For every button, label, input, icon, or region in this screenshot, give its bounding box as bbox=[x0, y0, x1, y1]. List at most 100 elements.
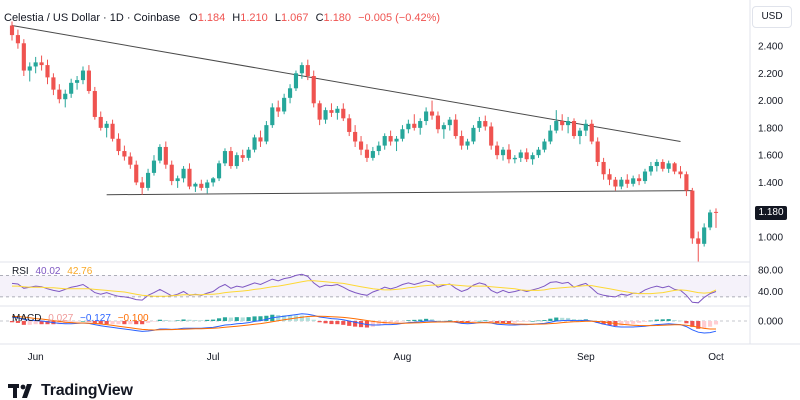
candle-body bbox=[234, 155, 239, 167]
candle bbox=[672, 161, 677, 175]
macd-histogram-bar bbox=[495, 321, 500, 323]
macd-legend[interactable]: MACD 0.027 −0.127 −0.100 bbox=[12, 313, 149, 324]
currency-button[interactable]: USD bbox=[752, 6, 792, 28]
candle bbox=[678, 166, 683, 179]
candle-body bbox=[9, 25, 15, 36]
macd-histogram-bar bbox=[175, 320, 180, 321]
candle bbox=[15, 29, 20, 49]
candle-body bbox=[122, 151, 127, 157]
candle-body bbox=[708, 212, 713, 228]
candle bbox=[252, 134, 257, 153]
candle bbox=[394, 136, 399, 152]
macd-histogram-bar bbox=[75, 321, 80, 322]
candle-body bbox=[412, 123, 417, 128]
macd-histogram-bar bbox=[648, 320, 653, 322]
candle bbox=[613, 176, 618, 191]
trendlines bbox=[11, 25, 693, 196]
candle bbox=[637, 174, 642, 186]
candle bbox=[524, 148, 529, 162]
macd-histogram-bar bbox=[477, 320, 482, 322]
candle-body bbox=[566, 121, 571, 126]
candle-body bbox=[696, 238, 701, 244]
candle-body bbox=[270, 107, 275, 126]
macd-histogram-bar bbox=[619, 321, 624, 326]
price-tick-label: 1.600 bbox=[758, 151, 783, 162]
tradingview-mark-icon bbox=[8, 384, 32, 398]
candle-body bbox=[601, 161, 606, 175]
macd-histogram-bar bbox=[163, 319, 168, 321]
candle-body bbox=[258, 137, 263, 142]
macd-hist-value: 0.027 bbox=[48, 313, 74, 324]
candle bbox=[69, 78, 74, 98]
candle bbox=[702, 223, 707, 247]
candle-body bbox=[607, 174, 612, 180]
candle bbox=[708, 209, 713, 231]
close-label: C bbox=[315, 12, 324, 24]
candle bbox=[696, 231, 701, 262]
macd-value: −0.127 bbox=[80, 313, 111, 324]
candle bbox=[530, 152, 535, 165]
time-tick-label: Oct bbox=[708, 352, 724, 363]
macd-histogram-bar bbox=[483, 320, 488, 321]
macd-histogram-bar bbox=[39, 321, 44, 325]
candle bbox=[317, 100, 322, 126]
macd-histogram-bar bbox=[86, 321, 91, 322]
candle bbox=[134, 160, 139, 186]
candle-body bbox=[323, 110, 328, 120]
candle-body bbox=[276, 107, 281, 112]
time-tick-label: Jun bbox=[28, 352, 44, 363]
macd-histogram-bar bbox=[394, 321, 399, 323]
macd-histogram-bar bbox=[702, 321, 707, 329]
candle-body bbox=[282, 97, 287, 112]
time-axis: Jun Jul Aug Sep Oct bbox=[28, 352, 724, 363]
macd-histogram-bar bbox=[696, 321, 701, 329]
macd-histogram-bar bbox=[571, 319, 577, 321]
time-tick-label: Sep bbox=[577, 352, 595, 363]
candle-body bbox=[660, 161, 665, 169]
candle-body bbox=[577, 130, 583, 137]
macd-histogram-bar bbox=[151, 321, 157, 322]
candle bbox=[329, 103, 334, 117]
candle-body bbox=[654, 161, 659, 167]
candle bbox=[435, 111, 441, 134]
candle bbox=[654, 159, 659, 172]
candle bbox=[92, 86, 97, 120]
candle-body bbox=[376, 145, 381, 152]
candle-body bbox=[21, 43, 26, 71]
candle-body bbox=[684, 174, 689, 191]
rsi-legend[interactable]: RSI 40.02 42.76 bbox=[12, 266, 92, 277]
candle bbox=[122, 145, 127, 161]
candle bbox=[175, 175, 180, 188]
candle bbox=[57, 84, 62, 104]
candle bbox=[157, 144, 162, 164]
macd-histogram-bar bbox=[15, 321, 20, 323]
macd-histogram-bar bbox=[116, 321, 121, 325]
ohlc-open: O1.184 bbox=[189, 12, 225, 24]
candle-body bbox=[642, 171, 648, 182]
candles bbox=[9, 21, 719, 262]
macd-histogram-bar bbox=[282, 315, 287, 321]
macd-histogram-bar bbox=[429, 319, 435, 321]
ohlc-low: L1.067 bbox=[275, 12, 309, 24]
candle bbox=[116, 133, 121, 156]
candle bbox=[418, 118, 423, 135]
candle bbox=[140, 176, 145, 195]
macd-signal-value: −0.100 bbox=[117, 313, 149, 324]
macd-histogram-bar bbox=[637, 321, 642, 323]
rsi-band bbox=[0, 275, 750, 297]
macd-histogram-bar bbox=[110, 321, 115, 325]
candle-body bbox=[169, 164, 174, 182]
close-value: 1.180 bbox=[323, 12, 352, 24]
macd-histogram-bar bbox=[631, 321, 636, 324]
time-tick-label: Aug bbox=[394, 352, 412, 363]
candle bbox=[86, 65, 91, 94]
symbol-header: Celestia / US Dollar · 1D · Coinbase O1.… bbox=[4, 12, 440, 24]
macd-histogram-bar bbox=[276, 314, 281, 321]
rsi-line bbox=[11, 273, 717, 304]
tradingview-logo[interactable]: TradingView bbox=[8, 382, 133, 400]
rsi-ma-line bbox=[12, 280, 717, 297]
candle-body bbox=[542, 141, 547, 150]
candle bbox=[554, 110, 559, 134]
candle-body bbox=[672, 163, 677, 172]
